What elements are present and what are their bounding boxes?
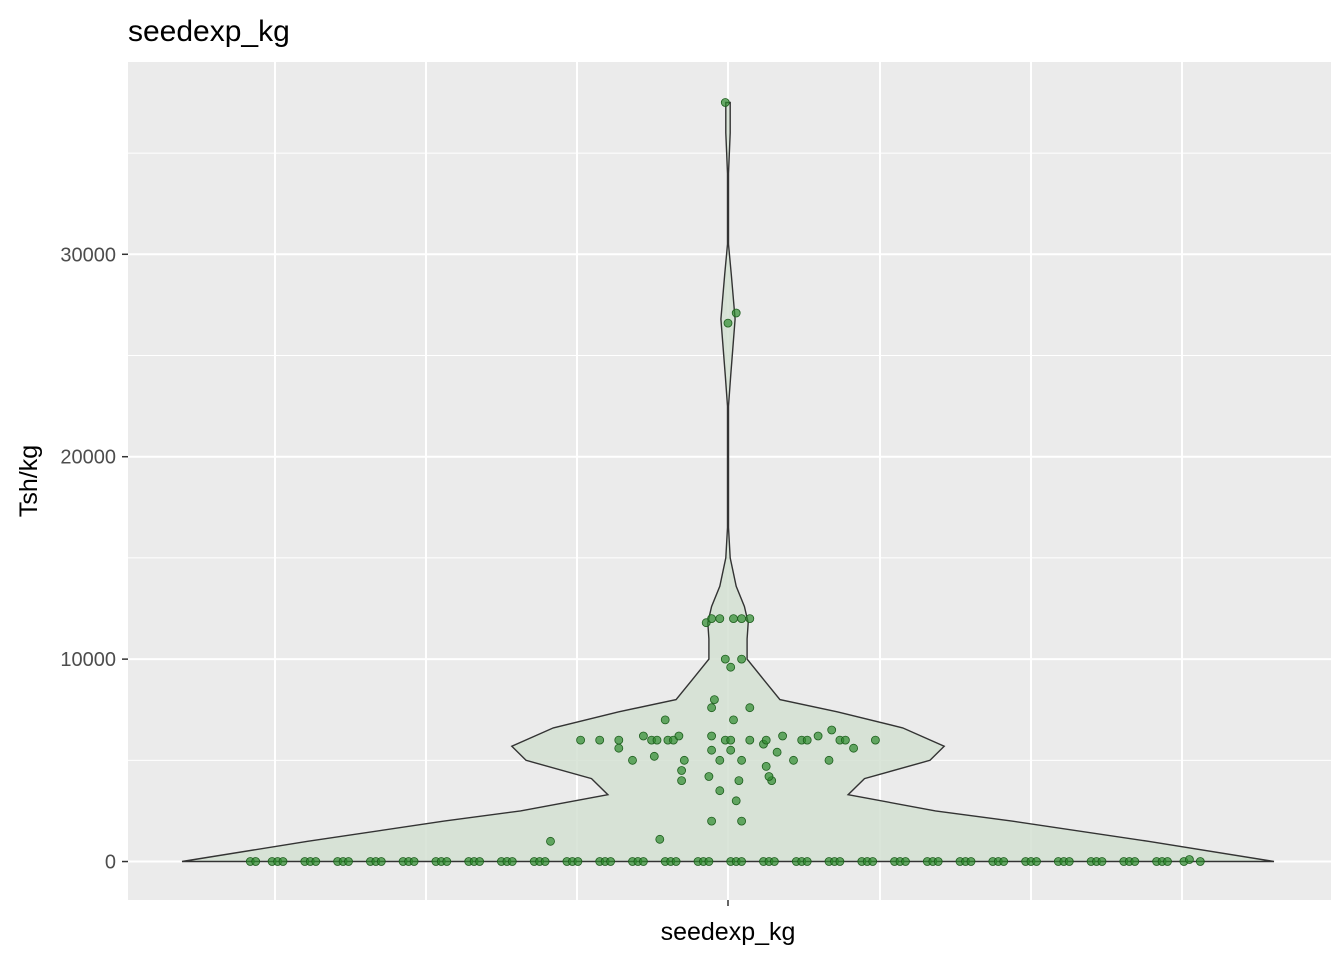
data-point bbox=[720, 98, 730, 107]
data-point bbox=[507, 857, 517, 866]
data-point bbox=[710, 695, 719, 704]
data-point bbox=[1130, 857, 1140, 866]
y-axis-title: Tsh/kg bbox=[15, 445, 43, 517]
data-point bbox=[729, 614, 738, 623]
data-point bbox=[409, 857, 419, 866]
data-point bbox=[745, 614, 755, 623]
data-point bbox=[639, 857, 648, 866]
data-point bbox=[707, 703, 716, 713]
data-point bbox=[595, 735, 605, 745]
y-tick-label: 30000 bbox=[60, 244, 116, 266]
data-point bbox=[835, 857, 845, 866]
data-point bbox=[655, 834, 665, 844]
data-point bbox=[715, 755, 725, 765]
data-point bbox=[344, 857, 353, 866]
data-points bbox=[245, 98, 1205, 866]
data-point bbox=[677, 776, 686, 785]
y-axis: 0 10000 20000 30000 bbox=[60, 244, 128, 874]
y-tick-label: 10000 bbox=[60, 649, 116, 671]
data-point bbox=[715, 786, 725, 796]
data-point bbox=[707, 745, 716, 755]
data-point bbox=[813, 731, 823, 741]
data-point bbox=[827, 725, 837, 735]
data-point bbox=[737, 816, 746, 826]
data-point bbox=[772, 747, 782, 757]
data-point bbox=[376, 857, 386, 866]
data-point bbox=[824, 755, 834, 765]
data-point bbox=[841, 735, 850, 745]
data-point bbox=[723, 318, 733, 328]
data-point bbox=[745, 735, 755, 745]
data-point bbox=[707, 614, 716, 623]
data-point bbox=[649, 751, 659, 761]
data-point bbox=[707, 731, 716, 741]
data-point bbox=[576, 735, 585, 745]
data-point bbox=[933, 857, 943, 866]
y-tick-label: 20000 bbox=[60, 447, 116, 469]
data-point bbox=[546, 836, 555, 846]
data-point bbox=[442, 857, 452, 866]
data-point bbox=[999, 857, 1009, 866]
data-point bbox=[802, 735, 812, 745]
data-point bbox=[761, 762, 771, 771]
data-point bbox=[871, 735, 880, 745]
chart-title: seedexp_kg bbox=[128, 15, 290, 48]
data-point bbox=[731, 796, 741, 806]
y-tick-label: 0 bbox=[105, 852, 116, 874]
data-point bbox=[311, 857, 321, 866]
data-point bbox=[251, 857, 261, 866]
data-point bbox=[764, 772, 774, 781]
data-point bbox=[761, 735, 771, 745]
data-point bbox=[966, 857, 976, 866]
data-point bbox=[707, 816, 716, 826]
data-point bbox=[1032, 857, 1041, 866]
data-point bbox=[652, 735, 662, 745]
data-point bbox=[737, 755, 746, 765]
data-point bbox=[674, 731, 684, 741]
data-point bbox=[720, 654, 730, 664]
data-point bbox=[704, 772, 714, 781]
data-point bbox=[614, 735, 624, 745]
data-point bbox=[729, 715, 738, 725]
data-point bbox=[639, 731, 648, 741]
data-point bbox=[737, 614, 746, 623]
data-point bbox=[671, 857, 681, 866]
data-point bbox=[715, 614, 725, 623]
data-point bbox=[901, 857, 910, 866]
data-point bbox=[737, 654, 746, 664]
data-point bbox=[1097, 857, 1107, 866]
data-point bbox=[1185, 855, 1194, 864]
data-point bbox=[849, 743, 858, 753]
data-point bbox=[1064, 857, 1074, 866]
data-point bbox=[573, 857, 583, 866]
data-point bbox=[868, 857, 878, 866]
data-point bbox=[731, 308, 741, 318]
data-point bbox=[679, 755, 689, 765]
data-point bbox=[726, 662, 736, 672]
data-point bbox=[628, 755, 637, 765]
data-point bbox=[540, 857, 550, 866]
data-point bbox=[677, 766, 686, 775]
data-point bbox=[606, 857, 615, 866]
data-point bbox=[802, 857, 812, 866]
data-point bbox=[778, 731, 787, 741]
x-axis-title: seedexp_kg bbox=[661, 918, 796, 946]
data-point bbox=[475, 857, 485, 866]
data-point bbox=[726, 735, 736, 745]
data-point bbox=[737, 857, 746, 866]
data-point bbox=[726, 745, 736, 755]
data-point bbox=[789, 755, 798, 765]
data-point bbox=[734, 776, 744, 785]
data-point bbox=[660, 715, 670, 725]
data-point bbox=[278, 857, 288, 866]
data-point bbox=[1163, 857, 1172, 866]
data-point bbox=[614, 743, 624, 753]
data-point bbox=[770, 857, 779, 866]
data-point bbox=[1195, 857, 1205, 866]
data-point bbox=[745, 703, 755, 713]
data-point bbox=[704, 857, 714, 866]
